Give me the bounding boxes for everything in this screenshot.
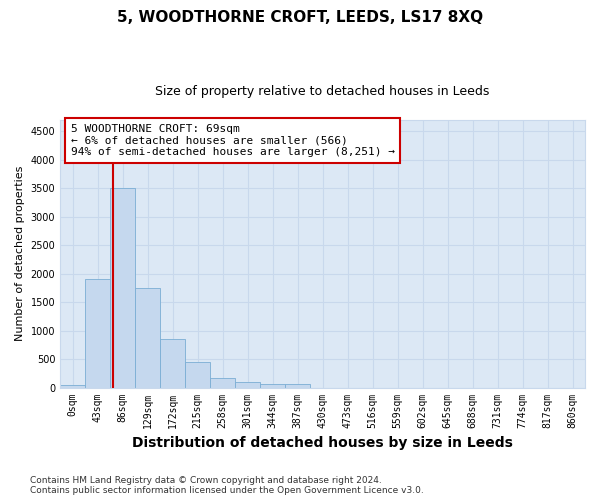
Bar [110, 188, 135, 388]
Bar [285, 384, 310, 388]
Bar [260, 384, 285, 388]
Text: Contains HM Land Registry data © Crown copyright and database right 2024.
Contai: Contains HM Land Registry data © Crown c… [30, 476, 424, 495]
Bar [135, 288, 160, 388]
Title: Size of property relative to detached houses in Leeds: Size of property relative to detached ho… [155, 85, 490, 98]
Bar [185, 362, 210, 388]
Text: 5 WOODTHORNE CROFT: 69sqm
← 6% of detached houses are smaller (566)
94% of semi-: 5 WOODTHORNE CROFT: 69sqm ← 6% of detach… [71, 124, 395, 157]
Bar [85, 280, 110, 388]
X-axis label: Distribution of detached houses by size in Leeds: Distribution of detached houses by size … [132, 436, 513, 450]
Bar [60, 384, 85, 388]
Bar [210, 378, 235, 388]
Y-axis label: Number of detached properties: Number of detached properties [15, 166, 25, 342]
Bar [160, 339, 185, 388]
Bar [235, 382, 260, 388]
Text: 5, WOODTHORNE CROFT, LEEDS, LS17 8XQ: 5, WOODTHORNE CROFT, LEEDS, LS17 8XQ [117, 10, 483, 25]
